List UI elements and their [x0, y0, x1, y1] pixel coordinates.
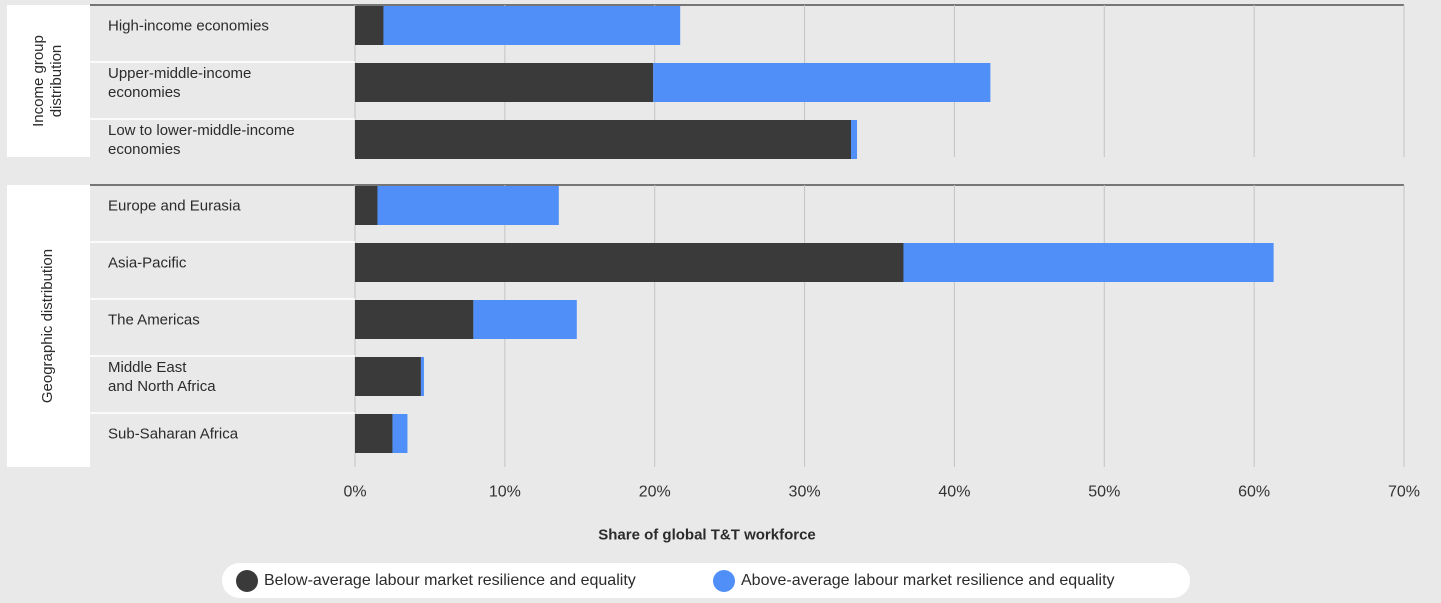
- legend-label: Above-average labour market resilience a…: [741, 571, 1115, 589]
- x-tick-label: 50%: [1088, 483, 1121, 501]
- x-axis-title: Share of global T&T workforce: [598, 526, 816, 544]
- legend-swatch: [713, 569, 735, 592]
- legend-swatch: [236, 569, 258, 592]
- bar: [355, 357, 421, 396]
- bar: [355, 63, 654, 102]
- group-label: Geographic distribution: [39, 248, 56, 404]
- bar: [392, 414, 408, 453]
- bar: [851, 120, 858, 159]
- x-tick-label: 0%: [343, 483, 367, 501]
- bar: [355, 243, 904, 282]
- bar: [355, 186, 378, 225]
- legend: Below-average labour market resilience a…: [222, 563, 1190, 598]
- legend-item: Below-average labour market resilience a…: [236, 563, 636, 598]
- bar: [420, 357, 424, 396]
- x-tick-label: 70%: [1387, 483, 1421, 501]
- bar: [355, 6, 384, 45]
- bar: [383, 6, 681, 45]
- bar: [903, 243, 1274, 282]
- bar: [377, 186, 559, 225]
- bar: [653, 63, 991, 102]
- bar: [473, 300, 577, 339]
- category-label: Middle East and North Africa: [108, 358, 216, 395]
- x-tick-label: 10%: [488, 483, 521, 501]
- category-label: Sub-Saharan Africa: [108, 425, 239, 442]
- category-label: Europe and Eurasia: [108, 197, 241, 214]
- bar: [355, 120, 852, 159]
- x-tick-label: 30%: [788, 483, 821, 501]
- legend-item: Above-average labour market resilience a…: [713, 563, 1115, 598]
- x-tick-label: 20%: [638, 483, 671, 501]
- category-label: The Americas: [108, 311, 200, 328]
- group-panel: [7, 185, 90, 467]
- category-label: High-income economies: [108, 17, 269, 34]
- bar: [355, 300, 474, 339]
- category-label: Asia-Pacific: [108, 254, 187, 271]
- category-label: Low to lower-middle-income economies: [108, 121, 295, 158]
- group-panel: [7, 5, 90, 157]
- category-label: Upper-middle-income economies: [108, 64, 252, 101]
- x-tick-label: 60%: [1238, 483, 1271, 501]
- legend-label: Below-average labour market resilience a…: [264, 571, 636, 589]
- x-tick-label: 40%: [938, 483, 971, 501]
- bar: [355, 414, 393, 453]
